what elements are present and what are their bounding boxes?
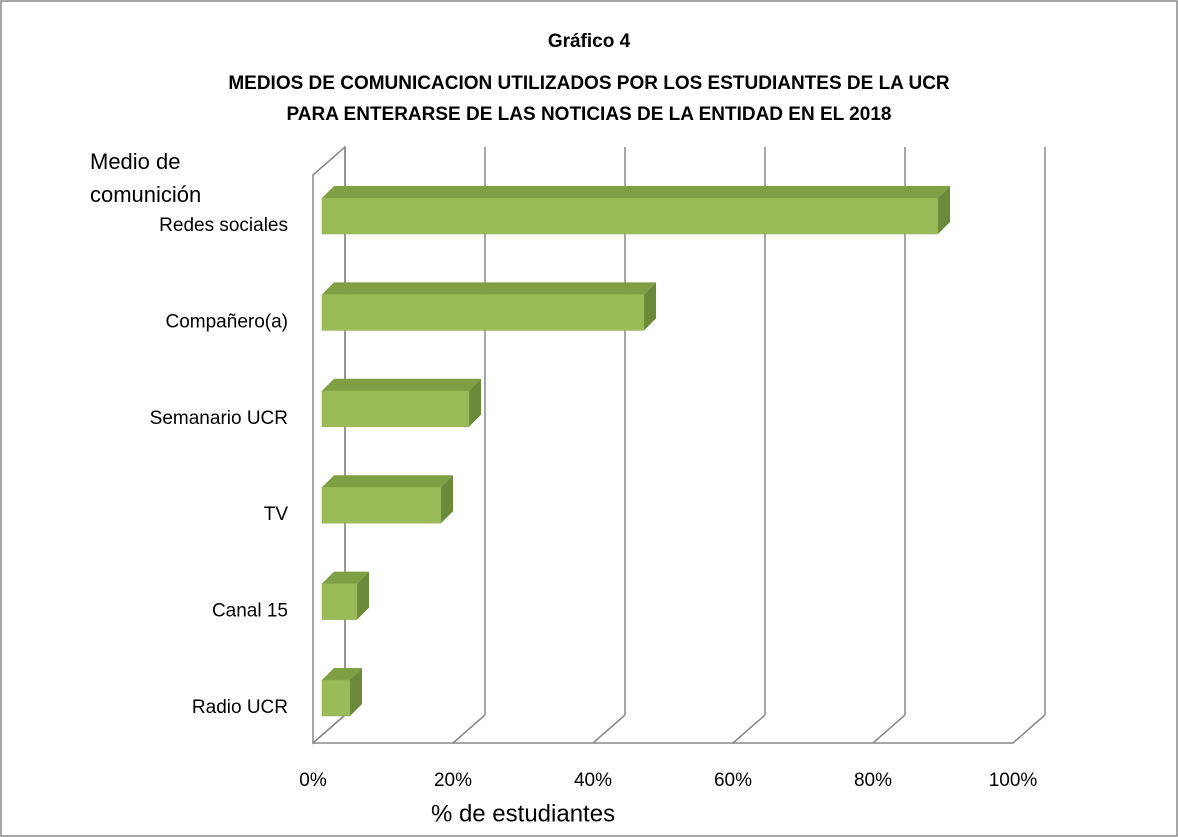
y-tick-label: TV	[264, 504, 289, 525]
grid-line	[732, 714, 766, 744]
y-axis-label: comunición	[90, 182, 201, 207]
chart-title: MEDIOS DE COMUNICACION UTILIZADOS POR LO…	[228, 73, 950, 94]
x-tick-label: 40%	[574, 770, 612, 791]
x-tick-label: 80%	[854, 770, 892, 791]
x-tick-label: 60%	[714, 770, 752, 791]
y-axis-label: Medio de	[90, 149, 181, 174]
grid-line	[872, 714, 906, 744]
bar-top	[322, 475, 453, 488]
bar-side	[350, 668, 362, 716]
y-tick-label: Compañero(a)	[166, 311, 289, 332]
bar-top	[322, 668, 362, 680]
bar	[321, 679, 351, 717]
grid-line	[1012, 714, 1046, 744]
y-tick-label: Radio UCR	[192, 697, 288, 718]
bar	[321, 583, 358, 620]
bar	[321, 294, 645, 331]
chart-title: PARA ENTERARSE DE LAS NOTICIAS DE LA ENT…	[287, 104, 892, 125]
x-tick-label: 100%	[989, 770, 1038, 791]
x-axis-label: % de estudiantes	[431, 800, 615, 827]
chart-title: Gráfico 4	[548, 31, 631, 52]
bar	[321, 197, 939, 235]
bar-top	[322, 282, 656, 295]
bar-side	[644, 282, 656, 331]
y-tick-label: Redes sociales	[159, 215, 288, 236]
grid-line	[592, 714, 626, 744]
bar-side	[938, 186, 950, 234]
bar	[321, 486, 442, 524]
grid-line	[452, 714, 486, 744]
bar-top	[322, 378, 481, 391]
bar-side	[469, 378, 481, 427]
x-tick-label: 0%	[299, 770, 327, 791]
x-tick-label: 20%	[434, 770, 472, 791]
bar-side	[441, 475, 453, 524]
bar-top	[322, 571, 369, 584]
y-tick-label: Semanario UCR	[150, 408, 288, 429]
y-tick-label: Canal 15	[212, 601, 288, 622]
bar-side	[357, 571, 369, 620]
bar	[321, 390, 470, 428]
bar-top	[322, 186, 950, 198]
grid-line	[312, 714, 346, 744]
